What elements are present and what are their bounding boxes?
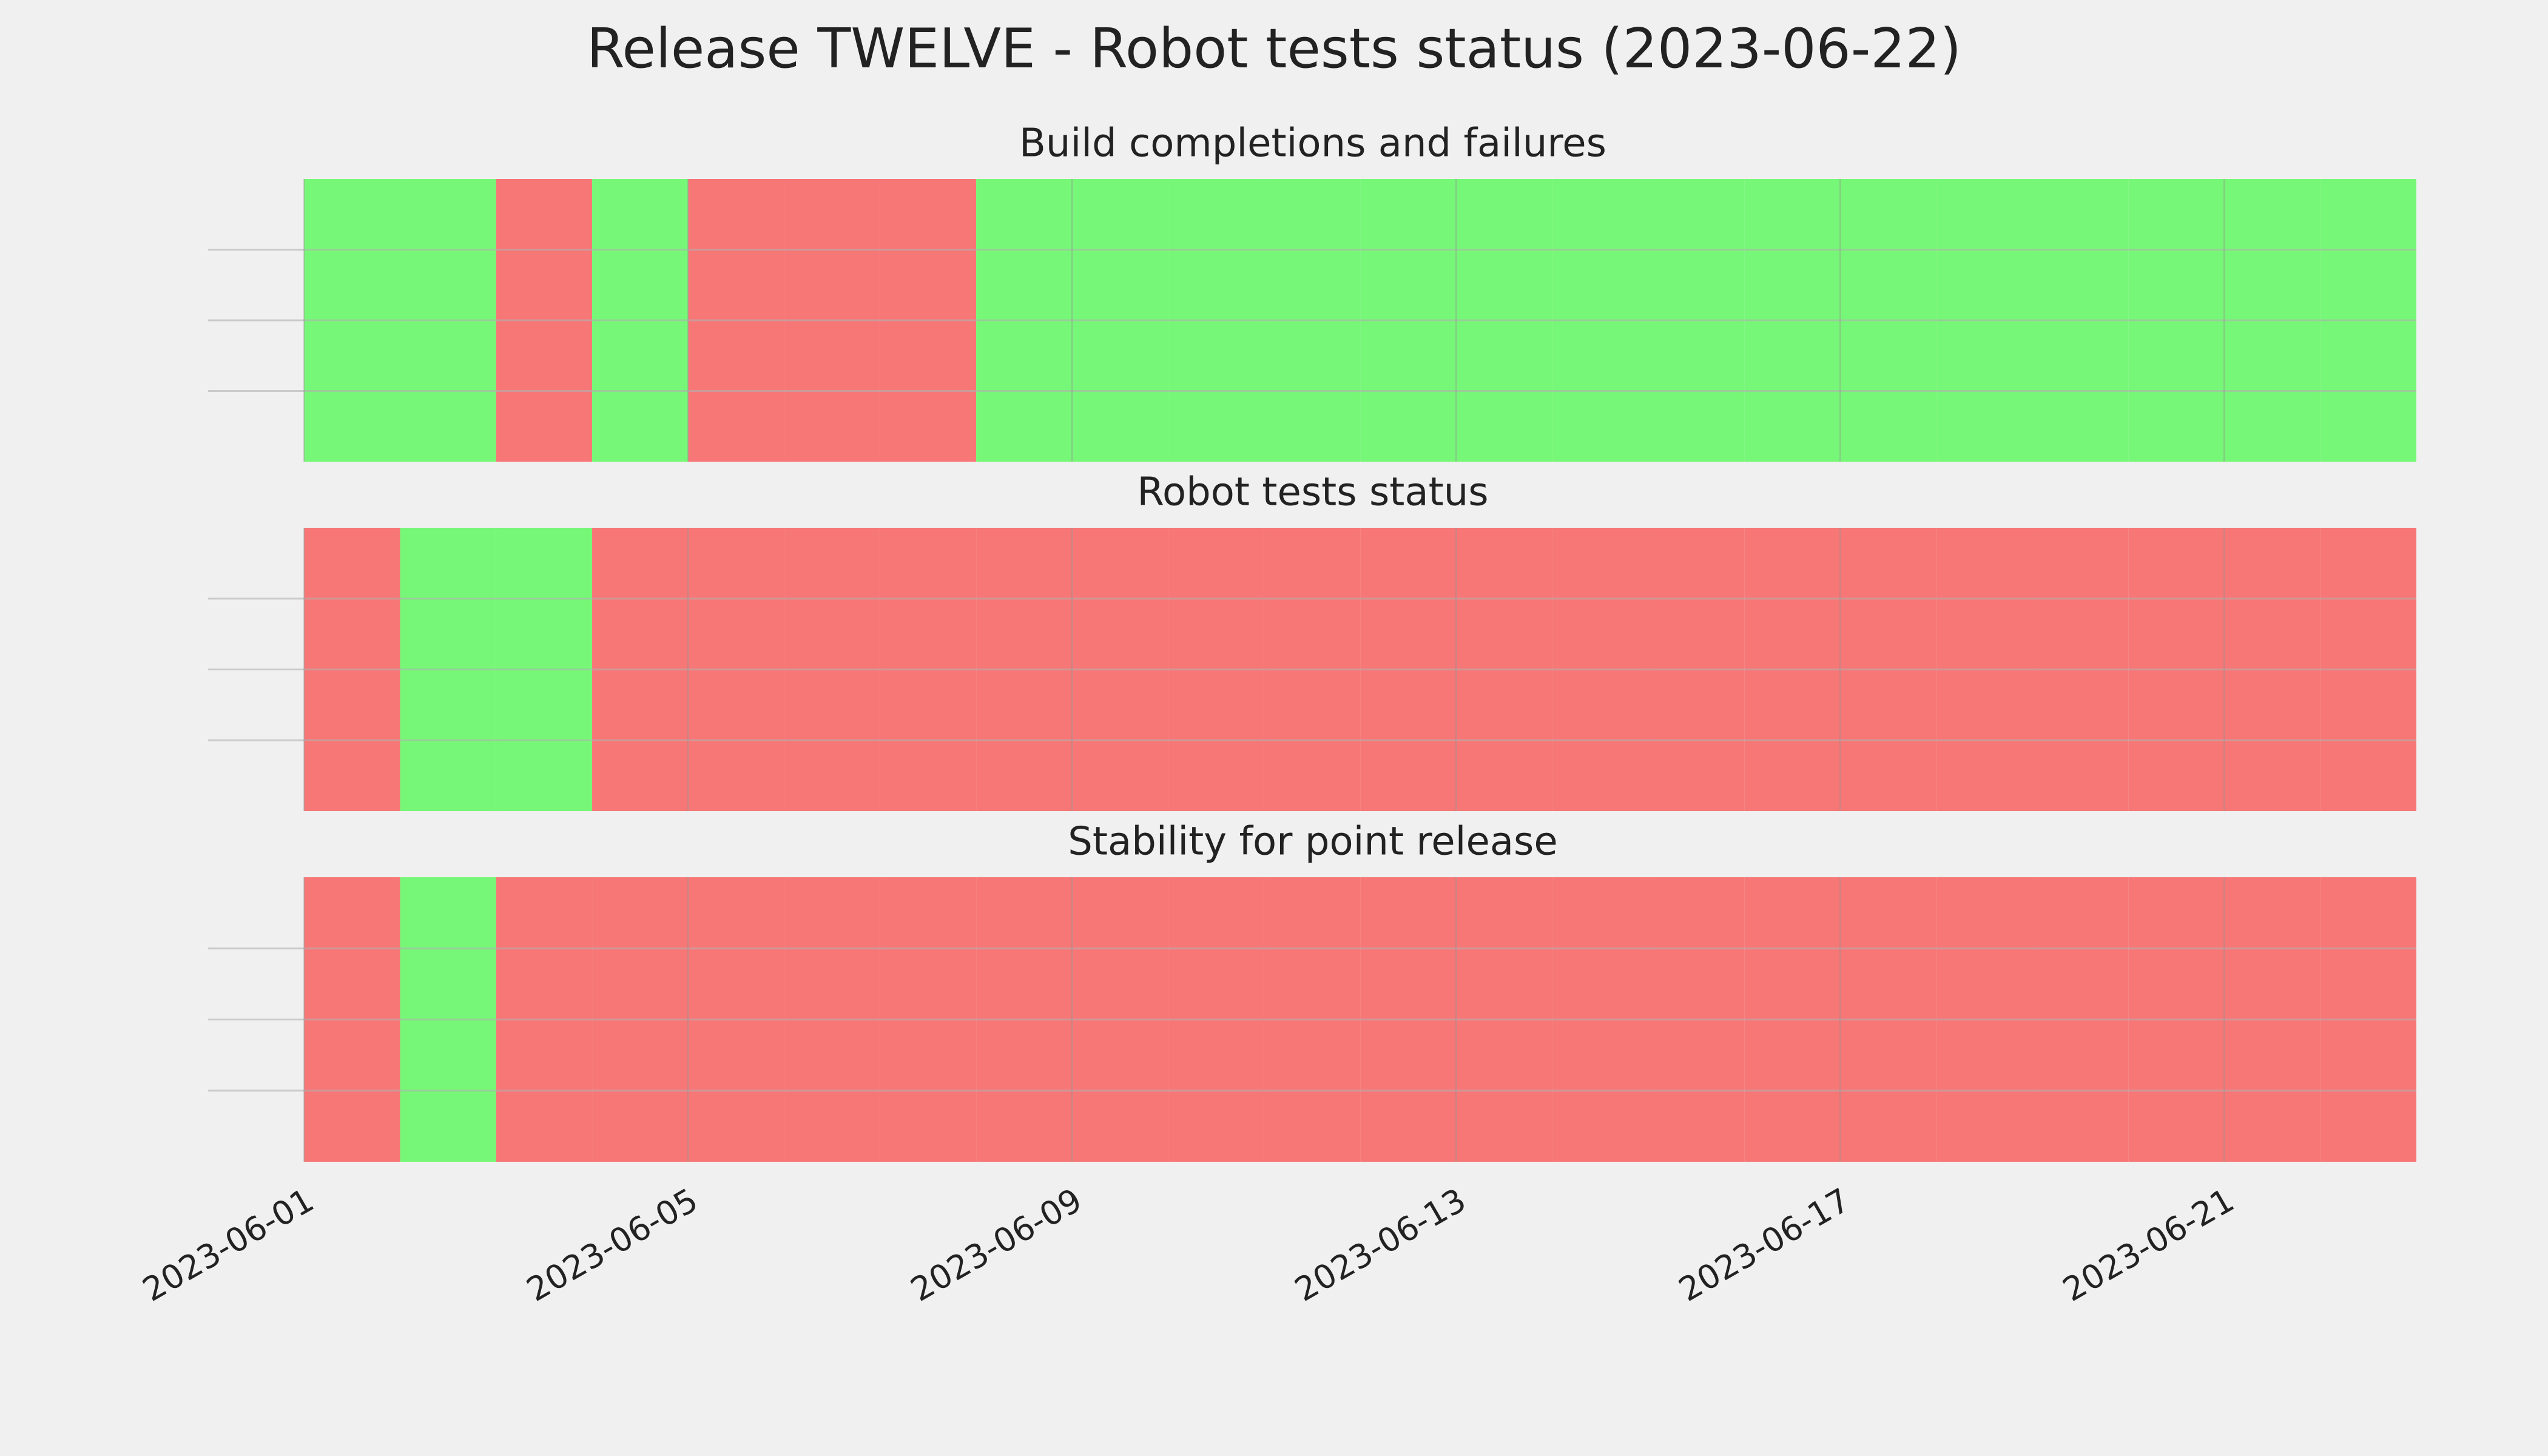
panel-title: Build completions and failures [1019,121,1606,166]
panel-title: Robot tests status [1137,470,1488,515]
chart-title: Release TWELVE - Robot tests status (202… [587,17,1961,81]
panel-title: Stability for point release [1068,820,1558,864]
